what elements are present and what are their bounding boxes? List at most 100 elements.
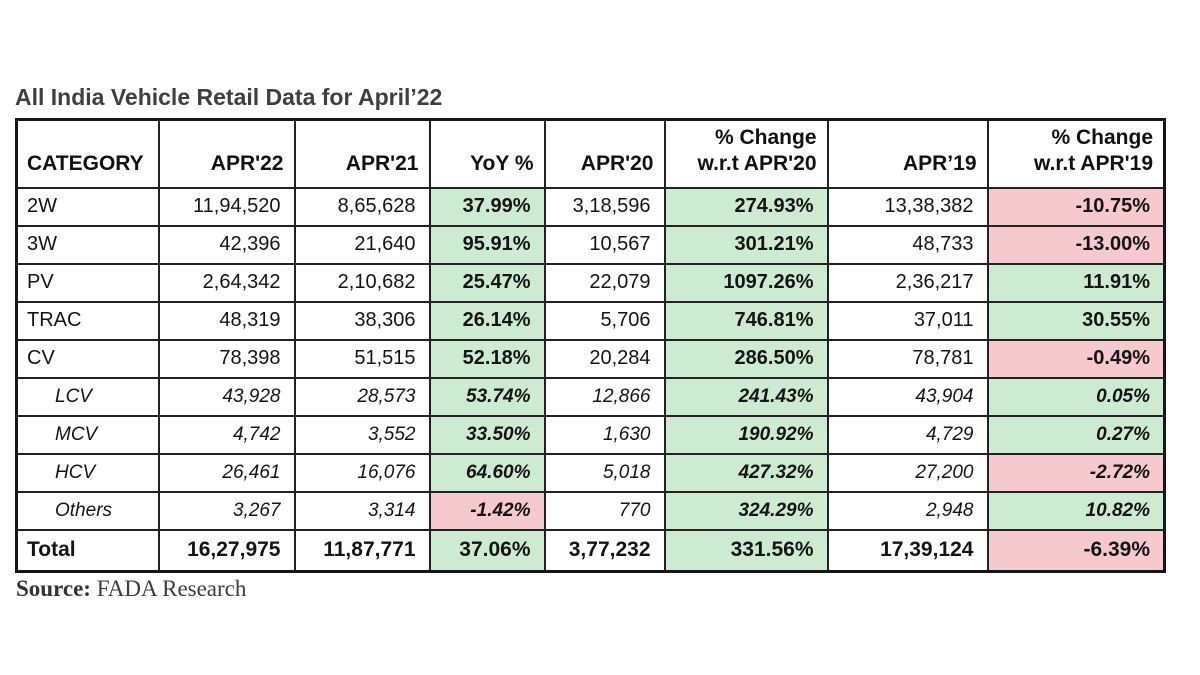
cell-apr22: 16,27,975 xyxy=(157,528,296,573)
cell-apr22: 43,928 xyxy=(157,376,296,417)
cell-yoy: 26.14% xyxy=(428,300,546,341)
cell-apr20: 5,018 xyxy=(543,452,666,493)
cell-apr21: 51,515 xyxy=(293,338,431,379)
column-header-apr19: APR’19 xyxy=(826,118,989,189)
cell-chg-apr19: -6.39% xyxy=(986,528,1166,573)
cell-yoy: 33.50% xyxy=(428,414,546,455)
cell-category: TRAC xyxy=(15,300,160,341)
cell-chg-apr20: 190.92% xyxy=(663,414,829,455)
source-label: Source: xyxy=(16,576,91,601)
column-header-chg-apr20: % Change w.r.t APR'20 xyxy=(663,118,829,189)
cell-chg-apr20: 241.43% xyxy=(663,376,829,417)
column-header-yoy: YoY % xyxy=(428,118,546,189)
table-body: 2W 11,94,520 8,65,628 37.99% 3,18,596 274.93%… xyxy=(15,186,1166,573)
cell-apr20: 22,079 xyxy=(543,262,666,303)
table-row-lcv: LCV 43,928 28,573 53.74% 12,866 241.43% 43,904… xyxy=(15,376,1166,417)
cell-chg-apr19: 11.91% xyxy=(986,262,1166,303)
cell-chg-apr20: 331.56% xyxy=(663,528,829,573)
cell-category: Others xyxy=(15,490,160,531)
cell-apr21: 16,076 xyxy=(293,452,431,493)
cell-yoy: 37.06% xyxy=(428,528,546,573)
cell-chg-apr20: 1097.26% xyxy=(663,262,829,303)
cell-category: MCV xyxy=(15,414,160,455)
cell-apr21: 28,573 xyxy=(293,376,431,417)
cell-chg-apr20: 274.93% xyxy=(663,186,829,227)
column-header-apr22: APR'22 xyxy=(157,118,296,189)
table-row-2w: 2W 11,94,520 8,65,628 37.99% 3,18,596 274.93%… xyxy=(15,186,1166,227)
cell-apr19: 37,011 xyxy=(826,300,989,341)
table-row-mcv: MCV 4,742 3,552 33.50% 1,630 190.92% 4,729 0.27… xyxy=(15,414,1166,455)
cell-apr21: 38,306 xyxy=(293,300,431,341)
cell-apr19: 48,733 xyxy=(826,224,989,265)
cell-apr22: 2,64,342 xyxy=(157,262,296,303)
cell-category: PV xyxy=(15,262,160,303)
cell-apr19: 27,200 xyxy=(826,452,989,493)
cell-apr19: 4,729 xyxy=(826,414,989,455)
cell-apr19: 43,904 xyxy=(826,376,989,417)
cell-category: 2W xyxy=(15,186,160,227)
table-row-total: Total 16,27,975 11,87,771 37.06% 3,77,232 331… xyxy=(15,528,1166,573)
cell-apr19: 2,36,217 xyxy=(826,262,989,303)
cell-apr22: 48,319 xyxy=(157,300,296,341)
cell-apr21: 21,640 xyxy=(293,224,431,265)
retail-data-table: CATEGORY APR'22 APR'21 YoY % APR'20% Change w… xyxy=(15,118,1166,573)
cell-apr20: 12,866 xyxy=(543,376,666,417)
table-row-pv: PV 2,64,342 2,10,682 25.47% 22,079 1097.26% 2,… xyxy=(15,262,1166,303)
table-row-trac: TRAC 48,319 38,306 26.14% 5,706 746.81% 37,011… xyxy=(15,300,1166,341)
cell-chg-apr19: -0.49% xyxy=(986,338,1166,379)
cell-chg-apr19: 0.27% xyxy=(986,414,1166,455)
cell-apr19: 2,948 xyxy=(826,490,989,531)
cell-apr20: 770 xyxy=(543,490,666,531)
cell-chg-apr20: 301.21% xyxy=(663,224,829,265)
cell-chg-apr19: 10.82% xyxy=(986,490,1166,531)
cell-yoy: -1.42% xyxy=(428,490,546,531)
cell-apr20: 3,18,596 xyxy=(543,186,666,227)
cell-chg-apr20: 324.29% xyxy=(663,490,829,531)
column-header-apr21: APR'21 xyxy=(293,118,431,189)
cell-category: CV xyxy=(15,338,160,379)
cell-apr20: 5,706 xyxy=(543,300,666,341)
cell-apr20: 10,567 xyxy=(543,224,666,265)
cell-chg-apr19: -13.00% xyxy=(986,224,1166,265)
cell-apr22: 42,396 xyxy=(157,224,296,265)
cell-apr20: 1,630 xyxy=(543,414,666,455)
cell-yoy: 37.99% xyxy=(428,186,546,227)
cell-apr19: 17,39,124 xyxy=(826,528,989,573)
cell-yoy: 25.47% xyxy=(428,262,546,303)
cell-apr21: 3,314 xyxy=(293,490,431,531)
cell-apr22: 78,398 xyxy=(157,338,296,379)
cell-chg-apr19: -10.75% xyxy=(986,186,1166,227)
table-row-others: Others 3,267 3,314 -1.42% 770 324.29% 2,948 10.… xyxy=(15,490,1166,531)
cell-apr19: 78,781 xyxy=(826,338,989,379)
cell-category: HCV xyxy=(15,452,160,493)
table-row-cv: CV 78,398 51,515 52.18% 20,284 286.50% 78,781-… xyxy=(15,338,1166,379)
cell-apr21: 8,65,628 xyxy=(293,186,431,227)
cell-apr22: 26,461 xyxy=(157,452,296,493)
cell-chg-apr20: 427.32% xyxy=(663,452,829,493)
table-row-hcv: HCV 26,461 16,076 64.60% 5,018 427.32% 27,200-… xyxy=(15,452,1166,493)
table-header-row: CATEGORY APR'22 APR'21 YoY % APR'20% Change w… xyxy=(15,118,1166,189)
cell-apr21: 11,87,771 xyxy=(293,528,431,573)
cell-yoy: 95.91% xyxy=(428,224,546,265)
source-note: Source: FADA Research xyxy=(16,576,246,602)
cell-apr19: 13,38,382 xyxy=(826,186,989,227)
cell-yoy: 64.60% xyxy=(428,452,546,493)
cell-apr22: 4,742 xyxy=(157,414,296,455)
cell-yoy: 53.74% xyxy=(428,376,546,417)
cell-chg-apr19: 0.05% xyxy=(986,376,1166,417)
cell-apr21: 2,10,682 xyxy=(293,262,431,303)
table-row-3w: 3W 42,396 21,640 95.91% 10,567 301.21% 48,733-… xyxy=(15,224,1166,265)
cell-chg-apr20: 746.81% xyxy=(663,300,829,341)
cell-apr21: 3,552 xyxy=(293,414,431,455)
source-text: FADA Research xyxy=(96,576,247,601)
cell-chg-apr19: -2.72% xyxy=(986,452,1166,493)
cell-apr22: 3,267 xyxy=(157,490,296,531)
column-header-category: CATEGORY xyxy=(15,118,160,189)
cell-category: 3W xyxy=(15,224,160,265)
cell-chg-apr19: 30.55% xyxy=(986,300,1166,341)
cell-yoy: 52.18% xyxy=(428,338,546,379)
cell-category: Total xyxy=(15,528,160,573)
cell-category: LCV xyxy=(15,376,160,417)
column-header-chg-apr19: % Change w.r.t APR'19 xyxy=(986,118,1166,189)
